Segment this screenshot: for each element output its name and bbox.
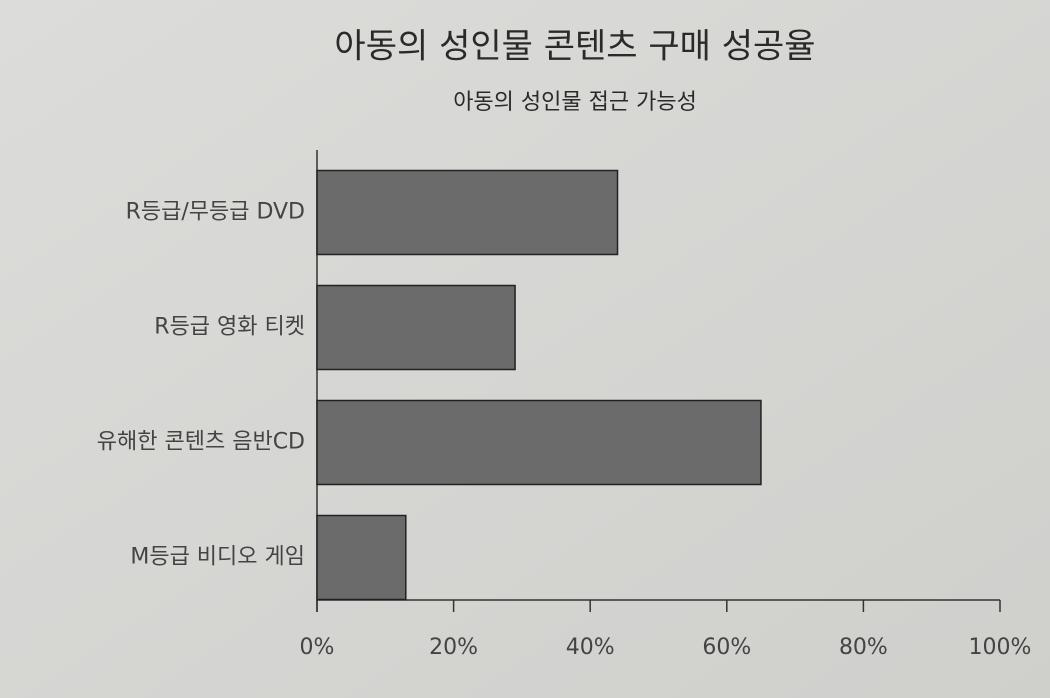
y-tick-label: R등급/무등급 DVD (126, 200, 305, 225)
x-tick-label: 0% (300, 635, 335, 660)
x-tick-label: 40% (566, 635, 615, 660)
x-tick-label: 100% (969, 635, 1032, 660)
bar (316, 514, 407, 601)
bar (316, 284, 516, 371)
bar (316, 169, 619, 256)
chart-subtitle: 아동의 성인물 접근 가능성 (453, 90, 697, 115)
x-tick-label: 60% (702, 635, 751, 660)
x-tick-label: 20% (429, 635, 478, 660)
y-tick-label: R등급 영화 티켓 (154, 315, 305, 340)
x-tick-label: 80% (839, 635, 888, 660)
chart-title: 아동의 성인물 콘텐츠 구매 성공율 (334, 27, 815, 67)
y-tick-label: M등급 비디오 게임 (130, 545, 305, 570)
y-tick-label: 유해한 콘텐츠 음반CD (97, 430, 305, 455)
bar (316, 399, 762, 486)
